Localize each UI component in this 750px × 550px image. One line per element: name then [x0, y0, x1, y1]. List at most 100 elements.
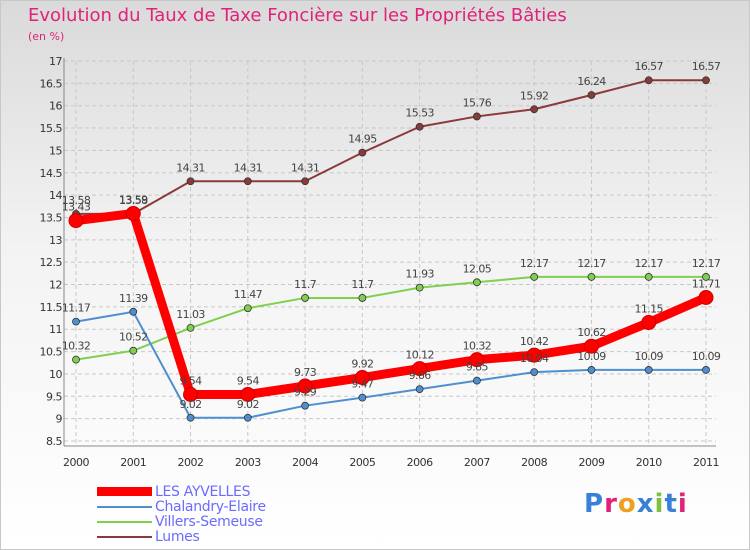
y-tick-label: 12	[49, 279, 62, 292]
data-point	[354, 370, 370, 386]
series-line-1	[75, 310, 707, 419]
y-tick-label: 11	[49, 323, 62, 336]
data-label: 11.7	[294, 278, 317, 291]
data-label: 15.92	[520, 89, 549, 102]
x-tick-label: 2010	[636, 456, 662, 469]
y-tick-label: 16	[49, 100, 62, 113]
data-point	[240, 387, 256, 403]
x-tick-label: 2008	[521, 456, 547, 469]
legend-swatch	[97, 487, 152, 496]
x-tick-label: 2007	[464, 456, 490, 469]
data-point	[125, 205, 141, 221]
data-label: 10.09	[692, 350, 721, 363]
x-tick-label: 2001	[120, 456, 146, 469]
data-point	[530, 368, 539, 377]
data-label: 11.47	[234, 288, 263, 301]
data-point	[698, 289, 714, 305]
data-label: 10.09	[634, 350, 663, 363]
data-label: 9.54	[237, 375, 260, 388]
data-label: 9.02	[237, 398, 259, 411]
data-point	[358, 294, 367, 302]
x-tick-label: 2011	[693, 456, 719, 469]
y-tick-label: 10	[49, 368, 62, 381]
data-point	[186, 323, 195, 332]
data-label: 13.43	[62, 201, 91, 214]
data-point	[526, 347, 542, 363]
data-point	[412, 361, 428, 377]
data-label: 10.12	[405, 349, 434, 362]
data-point	[644, 76, 653, 85]
x-tick-label: 2003	[235, 456, 261, 469]
data-label: 13.58	[119, 194, 148, 207]
x-tick-label: 2002	[178, 456, 204, 469]
data-label: 9.54	[179, 375, 202, 388]
data-label: 12.17	[520, 257, 549, 270]
data-point	[641, 315, 657, 331]
data-point	[702, 273, 710, 281]
data-point	[72, 355, 80, 364]
y-tick-label: 11.5	[40, 301, 63, 314]
data-point	[530, 105, 539, 114]
data-label: 12.17	[634, 257, 663, 270]
y-tick-label: 9.5	[46, 390, 62, 403]
data-label: 9.73	[294, 366, 317, 379]
data-point	[129, 346, 138, 355]
data-point	[186, 413, 195, 422]
data-point	[644, 273, 653, 281]
data-point	[473, 376, 481, 385]
data-label: 9.47	[351, 378, 374, 391]
data-label: 12.05	[463, 262, 492, 275]
data-point	[473, 112, 481, 121]
data-label: 10.09	[577, 350, 606, 363]
series-line-2	[75, 275, 707, 361]
data-label: 12.17	[577, 257, 606, 270]
data-label: 10.52	[119, 331, 148, 344]
data-point	[301, 294, 309, 302]
y-tick-label: 16.5	[40, 77, 63, 90]
series-line-0	[71, 208, 711, 400]
data-point	[129, 307, 138, 316]
y-tick-label: 14.5	[40, 167, 63, 180]
data-label: 16.57	[692, 60, 721, 73]
x-tick-label: 2004	[292, 456, 318, 469]
data-point	[243, 177, 252, 186]
x-tick-label: 2006	[407, 456, 433, 469]
y-tick-label: 15.5	[40, 122, 63, 135]
data-label: 11.7	[351, 278, 374, 291]
y-tick-label: 13	[49, 234, 62, 247]
data-label: 14.31	[176, 161, 205, 174]
data-label: 9.29	[294, 386, 317, 399]
data-point	[415, 385, 424, 394]
data-point	[358, 393, 367, 402]
data-label: 9.92	[351, 358, 373, 371]
data-point	[72, 317, 80, 326]
data-label: 15.53	[405, 107, 434, 120]
data-label: 16.24	[577, 75, 606, 88]
data-label: 9.66	[409, 369, 432, 382]
y-tick-label: 8.5	[46, 435, 62, 448]
legend-label: Lumes	[155, 528, 200, 545]
data-label: 15.76	[463, 96, 492, 109]
data-point	[644, 366, 653, 374]
data-point	[301, 177, 309, 186]
data-point	[530, 273, 539, 281]
data-point	[68, 213, 84, 229]
data-label: 13.58	[62, 194, 91, 207]
data-label: 11.03	[176, 308, 205, 321]
legend-swatch	[97, 520, 152, 523]
legend-label: LES AYVELLES	[155, 483, 251, 500]
data-label: 11.71	[692, 277, 721, 290]
y-tick-label: 14	[49, 189, 62, 202]
data-point	[297, 378, 313, 394]
data-point	[469, 352, 485, 368]
data-point	[186, 177, 195, 186]
proxiti-logo[interactable]: Proxiti	[584, 489, 688, 519]
data-label: 10.32	[463, 340, 492, 353]
data-label: 9.02	[179, 398, 201, 411]
data-label: 11.15	[634, 303, 663, 316]
data-label: 11.93	[405, 268, 434, 281]
data-label: 12.17	[692, 257, 721, 270]
y-tick-label: 13.5	[40, 211, 63, 224]
data-label: 11.17	[62, 302, 91, 315]
